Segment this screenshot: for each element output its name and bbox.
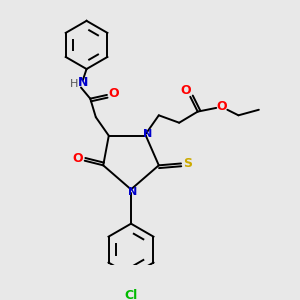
Text: N: N: [143, 129, 152, 139]
Text: O: O: [180, 84, 191, 97]
Text: H: H: [69, 79, 78, 89]
Text: S: S: [183, 157, 192, 170]
Text: O: O: [217, 100, 227, 112]
Text: N: N: [78, 76, 88, 89]
Text: Cl: Cl: [124, 290, 138, 300]
Text: O: O: [108, 87, 119, 100]
Text: O: O: [72, 152, 83, 165]
Text: N: N: [128, 187, 137, 197]
